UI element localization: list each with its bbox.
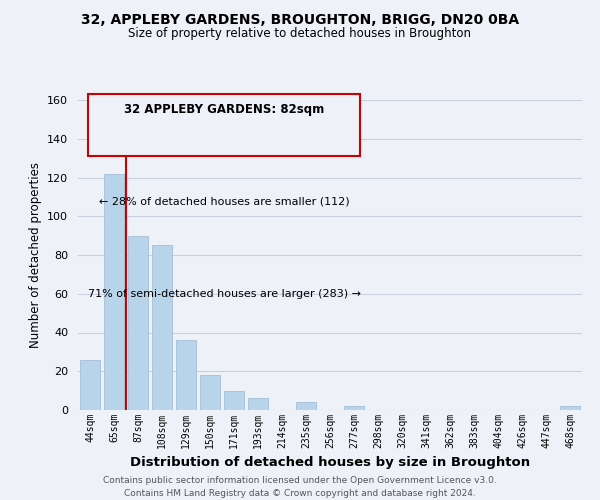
Text: ← 28% of detached houses are smaller (112): ← 28% of detached houses are smaller (11… <box>99 196 349 206</box>
Text: 71% of semi-detached houses are larger (283) →: 71% of semi-detached houses are larger (… <box>88 289 361 299</box>
Bar <box>104 174 124 410</box>
Bar <box>176 340 196 410</box>
Text: 32, APPLEBY GARDENS, BROUGHTON, BRIGG, DN20 0BA: 32, APPLEBY GARDENS, BROUGHTON, BRIGG, D… <box>81 12 519 26</box>
Text: Contains public sector information licensed under the Open Government Licence v3: Contains public sector information licen… <box>103 476 497 485</box>
Bar <box>128 236 148 410</box>
Bar <box>560 406 580 410</box>
Bar <box>224 390 244 410</box>
Bar <box>80 360 100 410</box>
Text: Size of property relative to detached houses in Broughton: Size of property relative to detached ho… <box>128 28 472 40</box>
Text: Contains HM Land Registry data © Crown copyright and database right 2024.: Contains HM Land Registry data © Crown c… <box>124 488 476 498</box>
Y-axis label: Number of detached properties: Number of detached properties <box>29 162 41 348</box>
X-axis label: Distribution of detached houses by size in Broughton: Distribution of detached houses by size … <box>130 456 530 469</box>
Bar <box>200 375 220 410</box>
Bar <box>344 406 364 410</box>
FancyBboxPatch shape <box>88 94 360 156</box>
Bar <box>152 246 172 410</box>
Bar <box>296 402 316 410</box>
Text: 32 APPLEBY GARDENS: 82sqm: 32 APPLEBY GARDENS: 82sqm <box>124 103 324 116</box>
Bar <box>248 398 268 410</box>
